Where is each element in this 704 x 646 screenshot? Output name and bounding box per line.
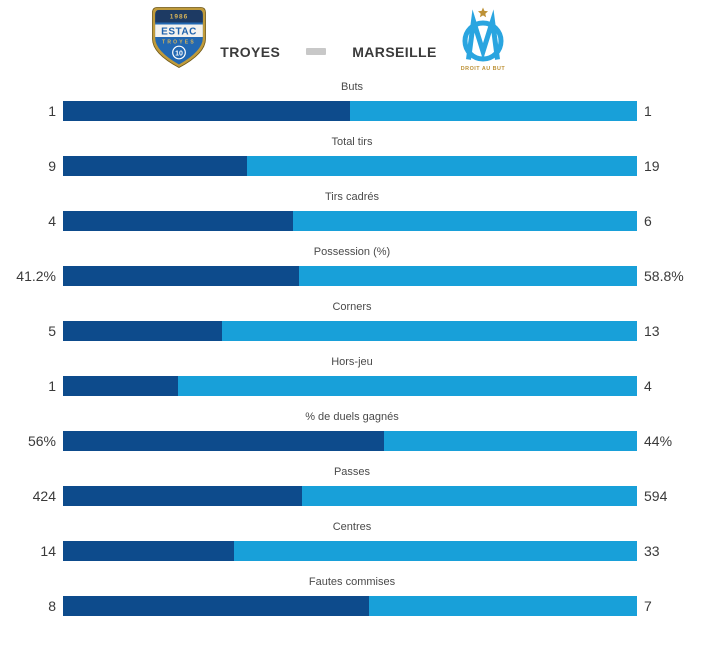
away-bar-segment	[369, 596, 637, 616]
home-value: 1	[48, 103, 56, 119]
stat-label: Passes	[333, 466, 371, 478]
home-bar-segment	[63, 321, 223, 341]
troyes-crest-city: TROYES	[162, 40, 196, 46]
stat-bar-line: 4 6	[0, 211, 704, 231]
home-bar-segment	[63, 101, 350, 121]
stat-label: Hors-jeu	[331, 356, 373, 368]
away-value: 33	[644, 543, 660, 559]
away-bar-segment	[222, 321, 637, 341]
away-value: 1	[644, 103, 652, 119]
stat-label: Total tirs	[331, 136, 373, 148]
troyes-crest-number: 10	[175, 50, 183, 57]
troyes-crest-year: 1986	[170, 14, 188, 21]
home-value: 41.2%	[16, 268, 56, 284]
home-value: 14	[40, 543, 56, 559]
home-value: 9	[48, 158, 56, 174]
stat-bar	[63, 541, 637, 561]
home-value: 4	[48, 213, 56, 229]
stat-row: Total tirs 9 19	[0, 128, 704, 183]
marseille-crest-icon: DROIT AU BUT	[461, 7, 506, 72]
stat-row: Possession (%) 41.2% 58.8%	[0, 238, 704, 293]
away-value: 7	[644, 598, 652, 614]
home-value: 56%	[27, 433, 56, 449]
stat-label: Buts	[340, 81, 363, 93]
away-bar-segment	[292, 211, 637, 231]
away-bar-segment	[302, 486, 637, 506]
away-bar-segment	[384, 431, 637, 451]
marseille-crest-motto: DROIT AU BUT	[461, 66, 506, 72]
away-value: 58.8%	[644, 268, 684, 284]
stat-bar	[63, 156, 637, 176]
away-value: 4	[644, 378, 652, 394]
stat-bar-line: 8 7	[0, 596, 704, 616]
stat-bar-line: 9 19	[0, 156, 704, 176]
away-bar-segment	[233, 541, 637, 561]
troyes-crest-club: ESTAC	[161, 27, 197, 38]
home-team-name: TROYES	[220, 43, 281, 60]
stat-bar	[63, 431, 637, 451]
stat-label: Tirs cadrés	[325, 191, 379, 203]
home-bar-segment	[63, 431, 385, 451]
stat-bar-line: 1 1	[0, 101, 704, 121]
star-icon	[477, 7, 488, 17]
stat-label: Possession (%)	[313, 246, 391, 258]
away-bar-segment	[350, 101, 637, 121]
home-value: 5	[48, 323, 56, 339]
away-bar-segment	[247, 156, 637, 176]
stat-bar-line: 41.2% 58.8%	[0, 266, 704, 286]
home-bar-segment	[63, 156, 248, 176]
away-value: 13	[644, 323, 660, 339]
stat-bar	[63, 321, 637, 341]
away-value: 594	[644, 488, 668, 504]
home-bar-segment	[63, 211, 293, 231]
stat-bar	[63, 596, 637, 616]
home-bar-segment	[63, 266, 300, 286]
stat-label: Corners	[332, 301, 372, 313]
home-bar-segment	[63, 376, 178, 396]
stat-bar	[63, 211, 637, 231]
stat-label: Fautes commises	[308, 576, 396, 588]
away-bar-segment	[299, 266, 637, 286]
home-value: 1	[48, 378, 56, 394]
stat-bar-line: 5 13	[0, 321, 704, 341]
versus-dash	[306, 48, 327, 55]
stat-row: Passes 424 594	[0, 458, 704, 513]
stat-row: Centres 14 33	[0, 513, 704, 568]
stat-bar-line: 1 4	[0, 376, 704, 396]
stat-bar	[63, 376, 637, 396]
away-value: 44%	[644, 433, 673, 449]
stats-list: Buts 1 1 Total tirs 9 19 Tirs cadrés 4	[0, 72, 704, 623]
home-value: 8	[48, 598, 56, 614]
stat-bar-line: 424 594	[0, 486, 704, 506]
stat-bar-line: 14 33	[0, 541, 704, 561]
stat-row: % de duels gagnés 56% 44%	[0, 403, 704, 458]
stat-row: Hors-jeu 1 4	[0, 348, 704, 403]
stat-bar	[63, 266, 637, 286]
stat-row: Corners 5 13	[0, 293, 704, 348]
home-value: 424	[32, 488, 56, 504]
stat-label: % de duels gagnés	[305, 411, 399, 423]
stat-bar	[63, 486, 637, 506]
stat-row: Tirs cadrés 4 6	[0, 183, 704, 238]
home-bar-segment	[63, 486, 303, 506]
home-bar-segment	[63, 541, 234, 561]
stat-row: Fautes commises 8 7	[0, 568, 704, 623]
stat-bar	[63, 101, 637, 121]
match-header: 1986 ESTAC TROYES 10 TROYES MARSEILLE DR…	[0, 3, 684, 72]
stat-bar-line: 56% 44%	[0, 431, 704, 451]
away-value: 6	[644, 213, 652, 229]
away-value: 19	[644, 158, 660, 174]
troyes-crest-icon: 1986 ESTAC TROYES 10	[152, 7, 207, 68]
home-bar-segment	[63, 596, 370, 616]
away-team-name: MARSEILLE	[352, 43, 437, 60]
stat-row: Buts 1 1	[0, 73, 704, 128]
stat-label: Centres	[332, 521, 372, 533]
away-bar-segment	[177, 376, 637, 396]
